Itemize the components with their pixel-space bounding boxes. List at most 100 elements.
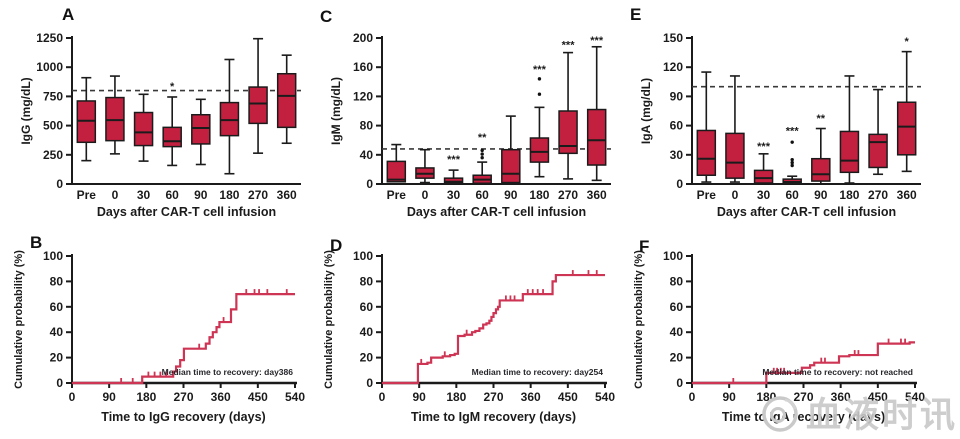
box-Pre (76, 76, 97, 162)
x-tick-label: 450 (558, 390, 578, 404)
y-tick-label: 150 (663, 31, 683, 45)
significance-stars: *** (447, 154, 461, 166)
km-step-curve (692, 341, 915, 385)
box-360 (276, 54, 297, 145)
x-category-label: 30 (757, 188, 771, 202)
censor-marks (120, 289, 288, 384)
significance-stars: ** (817, 113, 826, 125)
x-tick-label: 90 (722, 390, 736, 404)
watermark: 血液时讯 (759, 387, 958, 438)
x-category-label: 60 (476, 188, 490, 202)
x-axis-label: Days after CAR-T cell infusion (717, 205, 896, 219)
x-axis-label: Days after CAR-T cell infusion (97, 205, 276, 219)
x-tick-label: 90 (412, 390, 426, 404)
y-tick-label: 160 (353, 60, 373, 74)
x-tick-label: 90 (102, 390, 116, 404)
x-category-label: 270 (558, 188, 578, 202)
y-tick-label: 30 (670, 148, 684, 162)
y-tick-label: 40 (670, 325, 684, 339)
box-Pre (696, 71, 717, 183)
x-category-label: 0 (422, 188, 429, 202)
median-recovery-annotation: Median time to recovery: not reached (762, 367, 913, 377)
box-360: * (896, 36, 917, 173)
x-axis-label: Days after CAR-T cell infusion (407, 205, 586, 219)
y-tick-label: 250 (43, 148, 63, 162)
axes: 0 250 500 750 1000 1250 (36, 31, 301, 191)
median-recovery-annotation: Median time to recovery: day254 (472, 367, 604, 377)
km-step-curve (382, 273, 605, 385)
y-tick-label: 80 (360, 119, 374, 133)
y-axis-label: Cumulative probability (%) (323, 250, 335, 389)
x-category-label: Pre (697, 188, 717, 202)
x-axis-label: Time to IgM recovery (days) (411, 410, 576, 424)
y-axis-label: IgG (mg/dL) (19, 77, 33, 144)
box-270 (248, 37, 268, 154)
axes: 0 40 80 120 160 200 (353, 31, 611, 191)
box-60: * (162, 81, 182, 167)
significance-stars: *** (786, 125, 800, 137)
box-Pre (386, 143, 407, 183)
y-tick-label: 60 (50, 300, 64, 314)
x-tick-label: 270 (483, 390, 503, 404)
median-recovery-annotation: Median time to recovery: day386 (162, 367, 294, 377)
y-axis-label: IgA (mg/dL) (639, 78, 653, 144)
x-tick-label: 270 (793, 390, 813, 404)
y-tick-label: 90 (670, 89, 684, 103)
x-axis-label: Time to IgG recovery (days) (101, 410, 265, 424)
x-category-label: 60 (786, 188, 800, 202)
panel-label-f: F (639, 237, 650, 256)
panel-a-igg-boxplot: 0 250 500 750 1000 1250 Pre 0 30 * 60 90 180 270 360Da… (19, 31, 301, 219)
y-tick-label: 1250 (36, 31, 63, 45)
x-category-label: 180 (839, 188, 859, 202)
x-tick-label: 180 (136, 390, 156, 404)
x-tick-label: 450 (868, 390, 888, 404)
y-tick-label: 200 (353, 31, 373, 45)
y-tick-label: 120 (663, 60, 683, 74)
box-60: *** (782, 125, 802, 185)
y-tick-label: 0 (366, 376, 373, 390)
y-tick-label: 80 (670, 274, 684, 288)
x-tick-label: 270 (173, 390, 193, 404)
panel-label-c: C (320, 7, 333, 26)
y-tick-label: 1000 (36, 60, 63, 74)
x-category-label: 60 (166, 188, 180, 202)
censor-marks (732, 338, 906, 384)
box-90: ** (811, 113, 831, 185)
y-axis-label: Cumulative probability (%) (633, 250, 645, 389)
x-category-label: 360 (897, 188, 917, 202)
y-tick-label: 100 (663, 249, 683, 263)
significance-stars: *** (533, 64, 547, 76)
x-tick-label: 540 (595, 390, 615, 404)
x-category-label: 0 (112, 188, 119, 202)
significance-stars: *** (590, 35, 604, 47)
box-60: ** (472, 132, 492, 185)
panel-label-e: E (630, 5, 642, 24)
box-270: *** (558, 39, 578, 180)
km-step-curve (72, 293, 295, 385)
x-category-label: 0 (732, 188, 739, 202)
x-category-label: 90 (814, 188, 828, 202)
x-tick-label: 0 (379, 390, 386, 404)
panel-b-igg-recovery-curve: 0 20 40 60 80 100 0 90 180 270 360 450 540 Median tim… (13, 249, 305, 424)
y-tick-label: 0 (366, 177, 373, 191)
x-tick-label: 540 (905, 390, 925, 404)
box-180 (219, 58, 240, 175)
x-category-label: 180 (219, 188, 239, 202)
significance-stars: *** (562, 39, 576, 51)
x-category-label: 270 (868, 188, 888, 202)
significance-stars: * (170, 81, 175, 93)
x-tick-label: 540 (285, 390, 305, 404)
y-tick-label: 20 (50, 351, 64, 365)
x-tick-label: 180 (446, 390, 466, 404)
panel-label-a: A (62, 5, 75, 24)
x-tick-label: 360 (831, 390, 851, 404)
y-tick-label: 20 (360, 351, 374, 365)
x-category-label: 360 (277, 188, 297, 202)
x-category-label: 180 (529, 188, 549, 202)
x-tick-label: 360 (521, 390, 541, 404)
x-category-label: 90 (194, 188, 208, 202)
panel-e-iga-boxplot: 0 30 60 90 120 150 Pre 0 *** 30 *** 60 ** 90 180 270 * 36… (639, 31, 921, 219)
